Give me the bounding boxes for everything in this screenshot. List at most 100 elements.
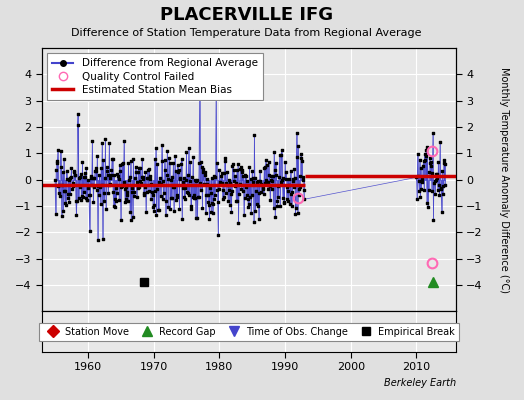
Point xyxy=(257,189,265,195)
Point xyxy=(191,194,199,201)
Point xyxy=(86,174,95,181)
Point xyxy=(114,173,122,179)
Point xyxy=(93,153,102,160)
Point xyxy=(89,175,97,181)
Point xyxy=(77,171,85,178)
Point xyxy=(168,195,176,201)
Point xyxy=(431,191,439,198)
Point xyxy=(81,174,89,180)
Point xyxy=(294,143,302,149)
Point xyxy=(202,192,210,198)
Point xyxy=(256,178,265,184)
Point xyxy=(169,160,178,166)
Point xyxy=(76,174,84,180)
Point xyxy=(426,160,434,166)
Point xyxy=(161,212,170,218)
Point xyxy=(195,160,203,166)
Point xyxy=(222,180,231,186)
Legend: Difference from Regional Average, Quality Control Failed, Estimated Station Mean: Difference from Regional Average, Qualit… xyxy=(47,53,263,100)
Point xyxy=(238,168,246,175)
Point xyxy=(217,180,226,186)
Point xyxy=(434,159,443,165)
Point xyxy=(124,160,133,166)
Point xyxy=(269,173,277,180)
Point xyxy=(103,172,112,178)
Point xyxy=(434,187,442,194)
Point xyxy=(160,157,169,164)
Point xyxy=(423,200,431,206)
Point xyxy=(204,199,213,206)
Point xyxy=(176,175,184,181)
Point xyxy=(225,202,234,208)
Point xyxy=(97,181,106,188)
Point xyxy=(279,195,287,201)
Point xyxy=(115,162,124,169)
Point xyxy=(220,194,228,200)
Point xyxy=(432,175,441,181)
Point xyxy=(218,170,226,176)
Point xyxy=(226,180,234,187)
Point xyxy=(65,199,73,205)
Point xyxy=(184,190,192,196)
Point xyxy=(203,176,211,182)
Point xyxy=(429,130,437,136)
Point xyxy=(185,177,194,184)
Point xyxy=(424,187,433,194)
Point xyxy=(150,156,159,162)
Point xyxy=(182,176,190,183)
Point xyxy=(95,192,103,198)
Point xyxy=(280,200,288,206)
Point xyxy=(166,206,174,212)
Point xyxy=(90,183,98,190)
Point xyxy=(198,164,206,170)
Point xyxy=(205,216,214,222)
Point xyxy=(415,188,423,194)
Point xyxy=(82,165,91,171)
Point xyxy=(211,192,219,198)
Legend: Station Move, Record Gap, Time of Obs. Change, Empirical Break: Station Move, Record Gap, Time of Obs. C… xyxy=(39,323,459,341)
Point xyxy=(245,201,253,207)
Point xyxy=(108,156,117,162)
Point xyxy=(291,174,299,181)
Point xyxy=(53,160,61,166)
Point xyxy=(105,139,114,146)
Point xyxy=(414,173,422,179)
Point xyxy=(150,208,158,214)
Point xyxy=(276,202,285,209)
Point xyxy=(91,164,100,171)
Point xyxy=(153,161,161,168)
Point xyxy=(96,184,104,190)
Point xyxy=(52,158,61,164)
Point xyxy=(171,197,180,204)
Point xyxy=(249,175,257,182)
Point xyxy=(132,164,140,170)
Point xyxy=(147,196,155,202)
Point xyxy=(263,162,271,168)
Point xyxy=(244,196,252,203)
Point xyxy=(169,184,177,190)
Point xyxy=(243,178,252,184)
Point xyxy=(116,168,124,174)
Point xyxy=(110,203,118,210)
Point xyxy=(92,168,100,174)
Point xyxy=(215,186,223,192)
Point xyxy=(172,194,181,200)
Point xyxy=(57,164,66,170)
Point xyxy=(148,189,156,196)
Point xyxy=(172,168,180,175)
Point xyxy=(102,206,110,212)
Point xyxy=(118,160,126,167)
Point xyxy=(70,168,78,174)
Point xyxy=(212,92,220,99)
Point xyxy=(271,214,279,221)
Point xyxy=(54,183,62,190)
Point xyxy=(214,232,222,238)
Point xyxy=(196,187,205,194)
Point xyxy=(101,175,109,182)
Point xyxy=(268,185,276,192)
Point xyxy=(416,194,424,200)
Point xyxy=(154,206,162,213)
Point xyxy=(266,183,274,189)
Point xyxy=(438,168,446,174)
Point xyxy=(233,198,242,204)
